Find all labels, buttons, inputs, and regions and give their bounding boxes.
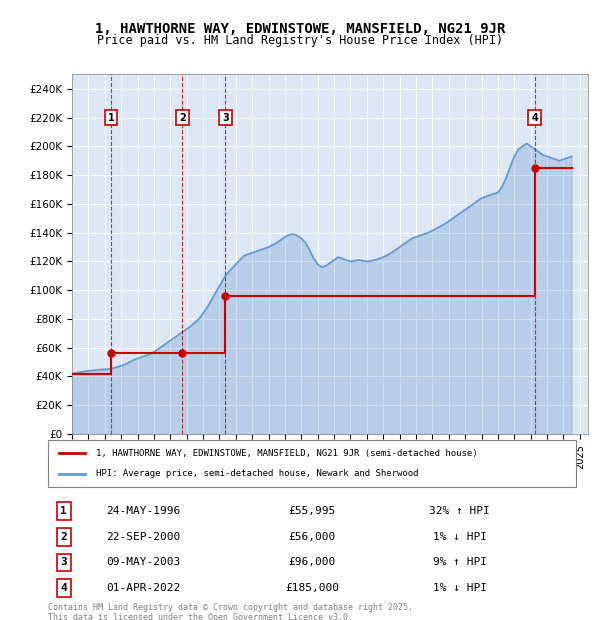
Text: 2: 2 bbox=[179, 113, 185, 123]
Text: 1, HAWTHORNE WAY, EDWINSTOWE, MANSFIELD, NG21 9JR: 1, HAWTHORNE WAY, EDWINSTOWE, MANSFIELD,… bbox=[95, 22, 505, 36]
Text: 1, HAWTHORNE WAY, EDWINSTOWE, MANSFIELD, NG21 9JR (semi-detached house): 1, HAWTHORNE WAY, EDWINSTOWE, MANSFIELD,… bbox=[95, 449, 477, 458]
Text: Price paid vs. HM Land Registry's House Price Index (HPI): Price paid vs. HM Land Registry's House … bbox=[97, 34, 503, 47]
Text: 32% ↑ HPI: 32% ↑ HPI bbox=[430, 507, 490, 516]
Text: 9% ↑ HPI: 9% ↑ HPI bbox=[433, 557, 487, 567]
FancyBboxPatch shape bbox=[48, 440, 576, 487]
Text: 1: 1 bbox=[61, 507, 67, 516]
Text: 3: 3 bbox=[222, 113, 229, 123]
Text: 2: 2 bbox=[61, 532, 67, 542]
Text: 09-MAY-2003: 09-MAY-2003 bbox=[106, 557, 180, 567]
Text: 3: 3 bbox=[61, 557, 67, 567]
Text: £96,000: £96,000 bbox=[289, 557, 335, 567]
Text: 1% ↓ HPI: 1% ↓ HPI bbox=[433, 583, 487, 593]
Text: £55,995: £55,995 bbox=[289, 507, 335, 516]
Text: 22-SEP-2000: 22-SEP-2000 bbox=[106, 532, 180, 542]
Text: 4: 4 bbox=[532, 113, 538, 123]
Text: 1% ↓ HPI: 1% ↓ HPI bbox=[433, 532, 487, 542]
Text: 4: 4 bbox=[61, 583, 67, 593]
Text: £185,000: £185,000 bbox=[285, 583, 339, 593]
Text: £56,000: £56,000 bbox=[289, 532, 335, 542]
Text: 1: 1 bbox=[108, 113, 115, 123]
Text: HPI: Average price, semi-detached house, Newark and Sherwood: HPI: Average price, semi-detached house,… bbox=[95, 469, 418, 478]
Text: Contains HM Land Registry data © Crown copyright and database right 2025.
This d: Contains HM Land Registry data © Crown c… bbox=[48, 603, 413, 620]
Text: 24-MAY-1996: 24-MAY-1996 bbox=[106, 507, 180, 516]
Text: 01-APR-2022: 01-APR-2022 bbox=[106, 583, 180, 593]
